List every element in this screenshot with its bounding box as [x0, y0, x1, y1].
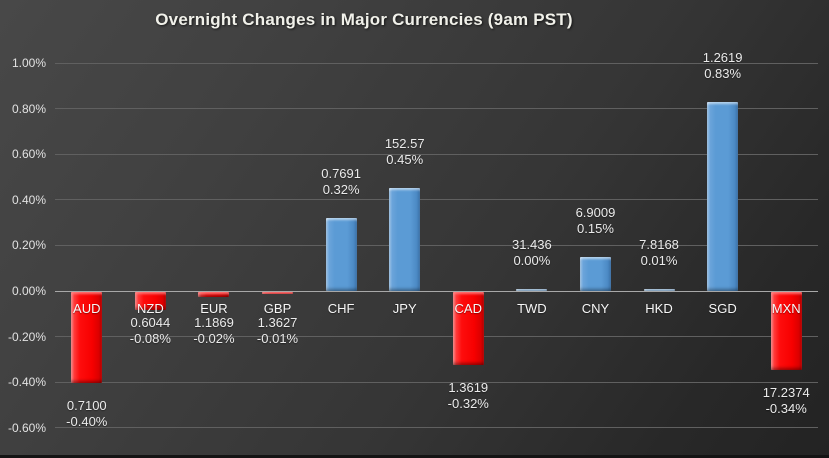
data-label-gbp: 1.3627 -0.01%: [238, 315, 318, 347]
pct-change-value: -0.08%: [129, 331, 171, 346]
pct-change-value: 0.01%: [640, 252, 678, 268]
rate-value: 17.2374: [762, 384, 810, 400]
gridline: [55, 62, 818, 64]
bar-nzd: [134, 292, 166, 311]
bar-mxn: [770, 292, 802, 370]
category-label-hkd: HKD: [645, 301, 673, 316]
bar-hkd: [643, 288, 675, 291]
category-label-eur: EUR: [200, 301, 228, 316]
data-label-nzd: 0.6044 -0.08%: [110, 315, 190, 347]
pct-change-value: 0.00%: [513, 253, 551, 268]
data-label-cad: 1.3619 -0.32%: [428, 380, 508, 412]
y-axis-label: 0.80%: [11, 101, 46, 116]
bar-twd: [516, 289, 548, 291]
bar-jpy: [389, 188, 421, 291]
data-label-aud: 0.7100 -0.40%: [47, 398, 127, 430]
rate-value: 1.2619: [702, 49, 743, 65]
category-label-gbp: GBP: [263, 301, 292, 316]
category-label-sgd: SGD: [708, 301, 737, 316]
pct-change-value: -0.02%: [193, 331, 235, 346]
rate-value: 152.57: [384, 136, 425, 152]
pct-change-value: 0.83%: [704, 65, 742, 81]
y-axis-label: -0.40%: [7, 375, 46, 390]
pct-change-value: 0.15%: [577, 220, 614, 236]
data-label-hkd: 7.8168 0.01%: [619, 237, 699, 269]
category-label-nzd: NZD: [137, 301, 164, 316]
data-label-cny: 6.9009 0.15%: [555, 205, 635, 237]
bar-cny: [579, 256, 611, 291]
bar-eur: [198, 292, 230, 297]
y-axis-label: 0.20%: [11, 238, 46, 253]
category-label-mxn: MXN: [771, 301, 801, 316]
bottom-edge-strip: [0, 455, 829, 458]
bar-aud: [71, 292, 103, 384]
y-axis-label: 1.00%: [11, 56, 46, 70]
bar-sgd: [707, 101, 739, 291]
bar-chf: [325, 218, 357, 291]
y-axis-label: 0.00%: [11, 284, 46, 298]
gridline: [55, 381, 818, 383]
rate-value: 1.1869: [194, 315, 234, 330]
y-axis-label: 0.60%: [11, 147, 46, 162]
gridline: [55, 244, 818, 246]
zero-axis-line: [55, 290, 818, 292]
gridline: [55, 336, 818, 338]
category-label-aud: AUD: [73, 301, 101, 316]
data-label-twd: 31.436 0.00%: [492, 237, 572, 269]
bar-gbp: [262, 292, 294, 295]
data-label-eur: 1.1869 -0.02%: [174, 315, 254, 347]
rate-value: 6.9009: [575, 204, 616, 220]
rate-value: 1.3627: [257, 315, 298, 330]
rate-value: 0.6044: [130, 315, 171, 330]
gridline: [55, 427, 818, 429]
y-axis-label: -0.60%: [7, 420, 46, 435]
pct-change-value: -0.34%: [765, 400, 807, 416]
bar-cad: [452, 292, 484, 365]
rate-value: 7.8168: [639, 236, 679, 252]
category-label-jpy: JPY: [392, 301, 417, 316]
pct-change-value: -0.01%: [256, 331, 299, 346]
rate-value: 0.7100: [66, 398, 107, 414]
pct-change-value: -0.32%: [447, 395, 489, 411]
data-label-mxn: 17.2374 -0.34%: [746, 385, 826, 417]
data-label-sgd: 1.2619 0.83%: [683, 50, 763, 82]
chart-title: Overnight Changes in Major Currencies (9…: [155, 10, 573, 29]
rate-value: 31.436: [511, 237, 552, 252]
gridline: [55, 108, 818, 110]
data-label-jpy: 152.57 0.45%: [365, 136, 445, 168]
y-axis-label: -0.20%: [7, 329, 46, 344]
rate-value: 1.3619: [448, 379, 489, 395]
y-axis-label: 0.40%: [11, 192, 46, 207]
pct-change-value: -0.40%: [66, 414, 108, 430]
category-label-cad: CAD: [454, 301, 482, 316]
gridline: [55, 153, 818, 155]
pct-change-value: 0.32%: [322, 182, 360, 198]
data-label-chf: 0.7691 0.32%: [301, 166, 381, 198]
pct-change-value: 0.45%: [386, 152, 424, 168]
category-label-cny: CNY: [581, 301, 610, 316]
category-label-twd: TWD: [517, 301, 547, 316]
category-label-chf: CHF: [327, 301, 355, 316]
gridline: [55, 199, 818, 201]
rate-value: 0.7691: [321, 166, 361, 182]
